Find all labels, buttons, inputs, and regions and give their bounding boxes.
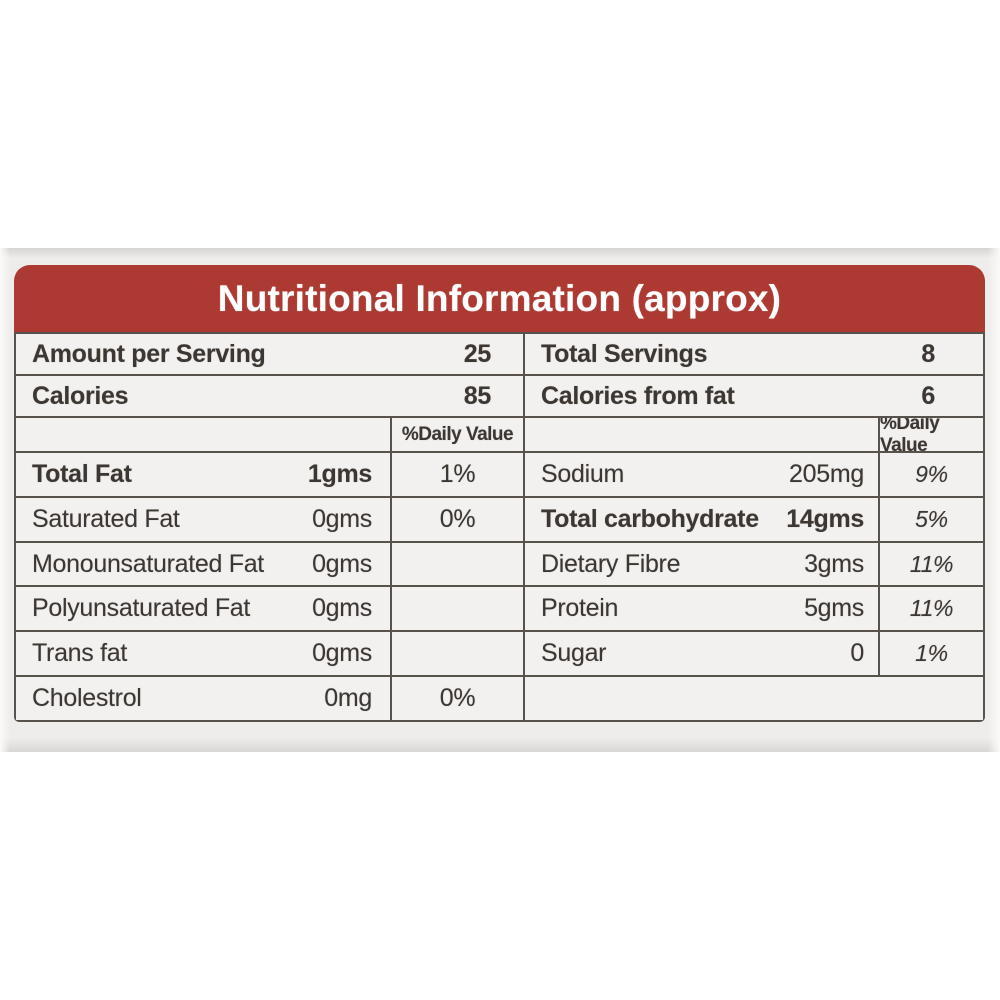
nutrient-name: Total Fat — [32, 459, 132, 488]
nutrition-table: Amount per Serving 25 Total Servings 8 C… — [14, 332, 985, 722]
nutrient-row-sodium: Sodium 205mg — [525, 453, 878, 496]
summary-row-calories: Calories 85 — [16, 376, 523, 416]
nutrient-row-cholestrol: Cholestrol 0mg — [16, 677, 390, 720]
nutrition-label: Nutritional Information (approx) Amount … — [14, 265, 985, 722]
summary-label: Amount per Serving — [32, 339, 266, 368]
nutrient-amount: 0 — [850, 639, 864, 668]
nutrient-amount: 1gms — [307, 459, 372, 488]
nutrient-amount: 3gms — [804, 549, 864, 578]
summary-value: 85 — [463, 381, 492, 410]
nutrient-dv: 9% — [880, 453, 983, 496]
empty-cell — [525, 677, 983, 720]
package-fold-bottom — [0, 738, 1000, 752]
summary-value: 6 — [921, 381, 935, 410]
nutrient-amount: 0gms — [312, 639, 372, 668]
nutrient-amount: 0gms — [312, 594, 372, 623]
nutrient-amount: 14gms — [786, 504, 864, 533]
summary-row-calories-from-fat: Calories from fat 6 — [525, 376, 983, 416]
summary-value: 8 — [921, 339, 935, 368]
nutrient-dv: 0% — [392, 677, 523, 720]
nutrient-row-dietary-fibre: Dietary Fibre 3gms — [525, 542, 878, 586]
nutrient-amount: 0gms — [312, 549, 372, 578]
label-header: Nutritional Information (approx) — [14, 265, 985, 332]
nutrient-amount: 5gms — [804, 594, 864, 623]
nutrient-dv — [392, 542, 523, 586]
empty-cell — [16, 418, 390, 451]
summary-label: Calories from fat — [541, 381, 735, 410]
nutrient-dv: 1% — [392, 453, 523, 496]
nutrient-dv: 11% — [880, 587, 983, 631]
summary-row-total-servings: Total Servings 8 — [525, 334, 983, 374]
nutrient-name: Sugar — [541, 639, 607, 668]
nutrient-dv: 1% — [880, 632, 983, 676]
nutrient-amount: 0mg — [324, 684, 372, 713]
nutrient-amount: 205mg — [789, 459, 864, 488]
nutrient-row-monounsaturated-fat: Monounsaturated Fat 0gms — [16, 542, 390, 586]
nutrient-name: Polyunsaturated Fat — [32, 594, 251, 623]
daily-value-header-right: %Daily Value — [880, 418, 983, 451]
nutrient-amount: 0gms — [312, 504, 372, 533]
nutrient-row-total-fat: Total Fat 1gms — [16, 453, 390, 496]
empty-cell — [525, 418, 878, 451]
nutrient-dv — [392, 632, 523, 676]
package-edge-left — [0, 248, 10, 752]
daily-value-header-left: %Daily Value — [392, 418, 523, 451]
nutrient-name: Sodium — [541, 459, 624, 488]
nutrient-row-polyunsaturated-fat: Polyunsaturated Fat 0gms — [16, 587, 390, 631]
nutrient-name: Cholestrol — [32, 684, 142, 713]
summary-value: 25 — [463, 339, 492, 368]
nutrient-name: Protein — [541, 594, 619, 623]
nutrient-row-trans-fat: Trans fat 0gms — [16, 632, 390, 676]
nutrient-name: Trans fat — [32, 639, 128, 668]
nutrient-row-saturated-fat: Saturated Fat 0gms — [16, 497, 390, 541]
package-fold-top — [0, 248, 1000, 258]
nutrient-dv: 0% — [392, 497, 523, 541]
package-edge-right — [988, 248, 1000, 752]
summary-label: Total Servings — [541, 339, 708, 368]
nutrient-name: Saturated Fat — [32, 504, 180, 533]
summary-label: Calories — [32, 381, 129, 410]
label-title: Nutritional Information (approx) — [217, 277, 782, 319]
nutrient-name: Dietary Fibre — [541, 549, 681, 578]
nutrient-name: Monounsaturated Fat — [32, 549, 264, 578]
nutrient-dv: 11% — [880, 542, 983, 586]
summary-row-amount-per-serving: Amount per Serving 25 — [16, 334, 523, 374]
nutrient-dv — [392, 587, 523, 631]
nutrient-row-protein: Protein 5gms — [525, 587, 878, 631]
nutrient-row-sugar: Sugar 0 — [525, 632, 878, 676]
nutrient-dv: 5% — [880, 497, 983, 541]
nutrient-row-total-carbohydrate: Total carbohydrate 14gms — [525, 497, 878, 541]
nutrient-name: Total carbohydrate — [541, 504, 759, 533]
